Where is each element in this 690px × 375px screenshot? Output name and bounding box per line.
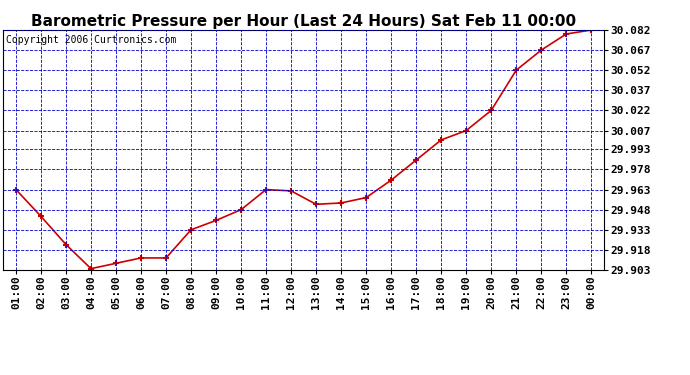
Text: Copyright 2006 Curtronics.com: Copyright 2006 Curtronics.com — [6, 35, 177, 45]
Title: Barometric Pressure per Hour (Last 24 Hours) Sat Feb 11 00:00: Barometric Pressure per Hour (Last 24 Ho… — [31, 14, 576, 29]
